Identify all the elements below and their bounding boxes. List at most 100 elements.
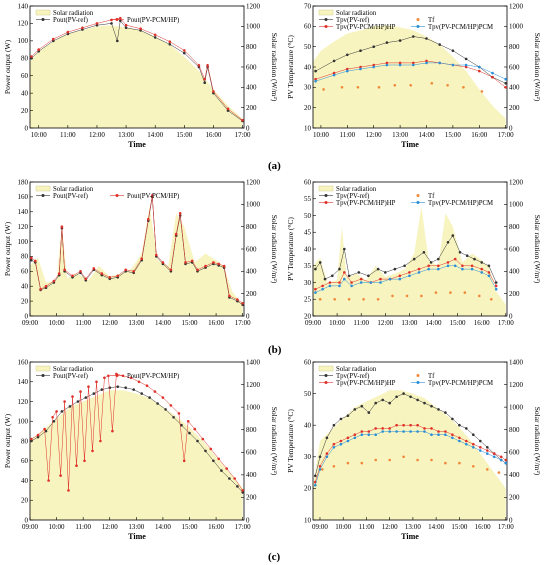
x-tick-label: 11:00 <box>359 523 375 531</box>
series-tpv-pv-pcm-hp-hp-point <box>343 271 346 274</box>
series-pout-pv-pcm-hp--point <box>79 390 82 393</box>
series-pout-pv-pcm-hp--point <box>55 410 58 413</box>
y2-tick-label: 800 <box>509 43 520 51</box>
legend-swatch <box>318 365 334 372</box>
series-tpv-pv-ref--point <box>438 43 442 46</box>
x-tick-label: 09:00 <box>312 523 328 531</box>
x-axis-label: Time <box>401 140 419 149</box>
series-pout-pv-pcm-hp--point <box>67 489 70 492</box>
series-pout-pv-ref--point <box>76 400 80 403</box>
series-pout-pv-pcm-hp--point <box>241 489 244 492</box>
series-tpv-pv-pcm-hp-pcm-point <box>416 430 419 433</box>
series-tpv-pv-ref--point <box>381 398 385 402</box>
legend-swatch-marker <box>416 374 420 377</box>
x-tick-label: 14:00 <box>419 131 435 139</box>
y-tick-label: 120 <box>18 20 29 28</box>
series-tpv-pv-pcm-hp-pcm-point <box>395 430 398 433</box>
series-tf-point <box>420 294 423 298</box>
series-tpv-pv-ref--point <box>367 274 370 278</box>
y-axis-label: Power output (W) <box>3 39 12 94</box>
series-tpv-pv-pcm-hp-hp-point <box>350 281 353 284</box>
series-tpv-pv-pcm-hp-hp-point <box>328 281 332 284</box>
series-pout-pv-pcm-hp--point <box>108 276 112 279</box>
series-tpv-pv-pcm-hp-pcm-point <box>338 284 341 288</box>
series-tpv-pv-pcm-hp-hp-point <box>504 458 507 462</box>
series-tpv-pv-pcm-hp-pcm-point <box>359 281 363 284</box>
series-tf-point <box>490 298 493 301</box>
series-tf-point <box>362 298 365 301</box>
series-tpv-pv-ref--point <box>398 39 402 42</box>
series-pout-pv-ref--point <box>100 388 104 391</box>
series-group <box>30 194 244 307</box>
series-tf-point <box>458 461 461 465</box>
y-tick-label: 100 <box>18 418 29 426</box>
series-pout-pv-ref--point <box>60 410 64 413</box>
x-tick-label: 09:00 <box>22 523 38 531</box>
series-pout-pv-pcm-hp--point <box>169 404 173 407</box>
legend-swatch-marker <box>324 374 328 377</box>
series-tf-point <box>409 84 413 87</box>
series-tpv-pv-pcm-hp-hp-point <box>430 427 433 430</box>
series-tpv-pv-ref--point <box>458 423 461 427</box>
series-pout-pv-pcm-hp--point <box>100 272 104 275</box>
y-tick-label: 20 <box>304 312 312 320</box>
series-tpv-pv-ref--point <box>343 247 346 251</box>
y2-tick-label: 1200 <box>246 178 261 186</box>
series-tf-point <box>416 458 419 462</box>
series-tf-point <box>332 465 336 468</box>
series-tpv-pv-pcm-hp-hp-point <box>504 86 507 89</box>
series-tpv-pv-pcm-hp-hp-point <box>446 261 450 264</box>
legend-swatch-marker <box>416 381 420 384</box>
series-tf-point <box>393 84 397 87</box>
y-tick-label: 160 <box>18 193 29 201</box>
y2-axis-label: Solar radiation (W/m²) <box>270 33 279 102</box>
series-tpv-pv-ref--point <box>385 41 389 44</box>
y2-tick-label: 0 <box>509 516 513 524</box>
series-tpv-pv-pcm-hp-hp-point <box>487 271 491 274</box>
series-pout-pv-pcm-hp--point <box>83 459 86 463</box>
legend-swatch-marker <box>324 381 328 384</box>
y-tick-label: 10 <box>304 124 312 132</box>
series-pout-pv-pcm-hp--point <box>147 217 150 221</box>
series-tpv-pv-ref--point <box>473 257 476 261</box>
y2-tick-label: 1000 <box>509 403 524 411</box>
y-tick-label: 20 <box>304 104 312 112</box>
x-tick-label: 10:00 <box>329 319 345 327</box>
series-tpv-pv-pcm-hp-hp-point <box>458 436 461 440</box>
y-tick-label: 40 <box>21 477 29 485</box>
series-pout-pv-pcm-hp--point <box>124 268 127 272</box>
series-tf-point <box>346 461 350 465</box>
series-tpv-pv-ref--point <box>437 408 440 411</box>
chart-c-temp: 102030405060020040060080010001200140009:… <box>286 358 542 541</box>
chart-b-power: 0 20 40 60 80 100 120 140 160 180 0 200 400 600 800 100… <box>3 178 279 327</box>
y-tick-label: 45 <box>304 229 312 237</box>
legend-swatch-marker <box>115 18 119 21</box>
y2-tick-label: 200 <box>246 104 257 112</box>
series-pout-pv-ref--point <box>153 36 157 39</box>
series-tpv-pv-ref--point <box>464 57 468 61</box>
series-tpv-pv-ref--point <box>323 277 327 281</box>
legend-entry: Tf <box>428 373 435 380</box>
series-tpv-pv-pcm-hp-pcm-point <box>425 61 428 65</box>
series-tf-point <box>391 294 394 298</box>
series-pout-pv-pcm-hp--point <box>43 427 46 431</box>
series-tpv-pv-pcm-hp-pcm-point <box>451 63 455 67</box>
y2-axis-label: Solar radiation (W/m²) <box>270 407 279 476</box>
caption-b: (b) <box>268 344 282 356</box>
series-tpv-pv-pcm-hp-pcm-point <box>381 430 385 433</box>
series-tpv-pv-ref--point <box>409 395 412 399</box>
legend-entry: Pout(PV-PCM/HP) <box>127 373 179 380</box>
legend-entry: Pout(PV-PCM/HP) <box>127 17 179 24</box>
series-tpv-pv-pcm-hp-pcm-point <box>374 433 378 437</box>
y2-tick-label: 200 <box>509 104 520 112</box>
legend-entry: Tf <box>428 193 435 200</box>
x-tick-label: 12:00 <box>382 523 398 531</box>
y-axis-label: Power output (W) <box>3 413 12 468</box>
series-pout-pv-pcm-hp--point <box>57 272 61 275</box>
series-pout-pv-pcm-hp--point <box>174 232 178 236</box>
x-tick-label: 10:00 <box>313 131 329 139</box>
series-tpv-pv-pcm-hp-hp-point <box>398 61 402 65</box>
y2-tick-label: 200 <box>246 494 257 502</box>
series-tf-point <box>405 294 409 298</box>
series-tpv-pv-ref--point <box>331 274 334 278</box>
